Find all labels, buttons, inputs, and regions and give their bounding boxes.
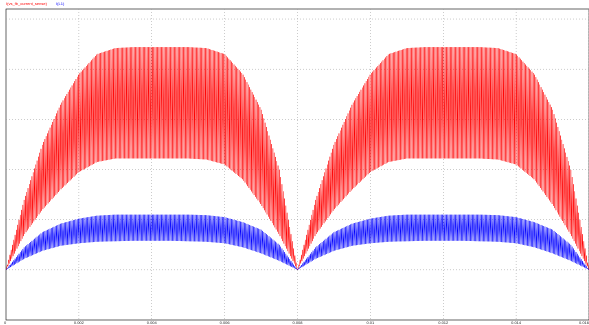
series-line-blue: [5, 214, 589, 271]
x-tick-label: 0.01: [366, 320, 375, 325]
grid-lines: [6, 9, 589, 320]
legend: I(vs_fb_current_sense) I(L1): [6, 1, 72, 7]
x-tick-label: 0.006: [220, 320, 231, 325]
x-tick-label: 0.016: [579, 320, 589, 325]
legend-entry-red: I(vs_fb_current_sense): [6, 1, 47, 6]
series-layer: [5, 46, 589, 271]
x-tick-label: 0.004: [147, 320, 158, 325]
x-axis-ticks: 0 0.002 0.004 0.006 0.008 0.01 0.012 0.014 0.016: [4, 320, 589, 325]
x-tick-label: 0: [4, 320, 7, 325]
x-tick-label: 0.014: [511, 320, 522, 325]
x-tick-label: 0.008: [292, 320, 303, 325]
x-tick-label: 0.012: [438, 320, 449, 325]
legend-entry-blue: I(L1): [56, 1, 65, 6]
x-tick-label: 0.002: [74, 320, 85, 325]
